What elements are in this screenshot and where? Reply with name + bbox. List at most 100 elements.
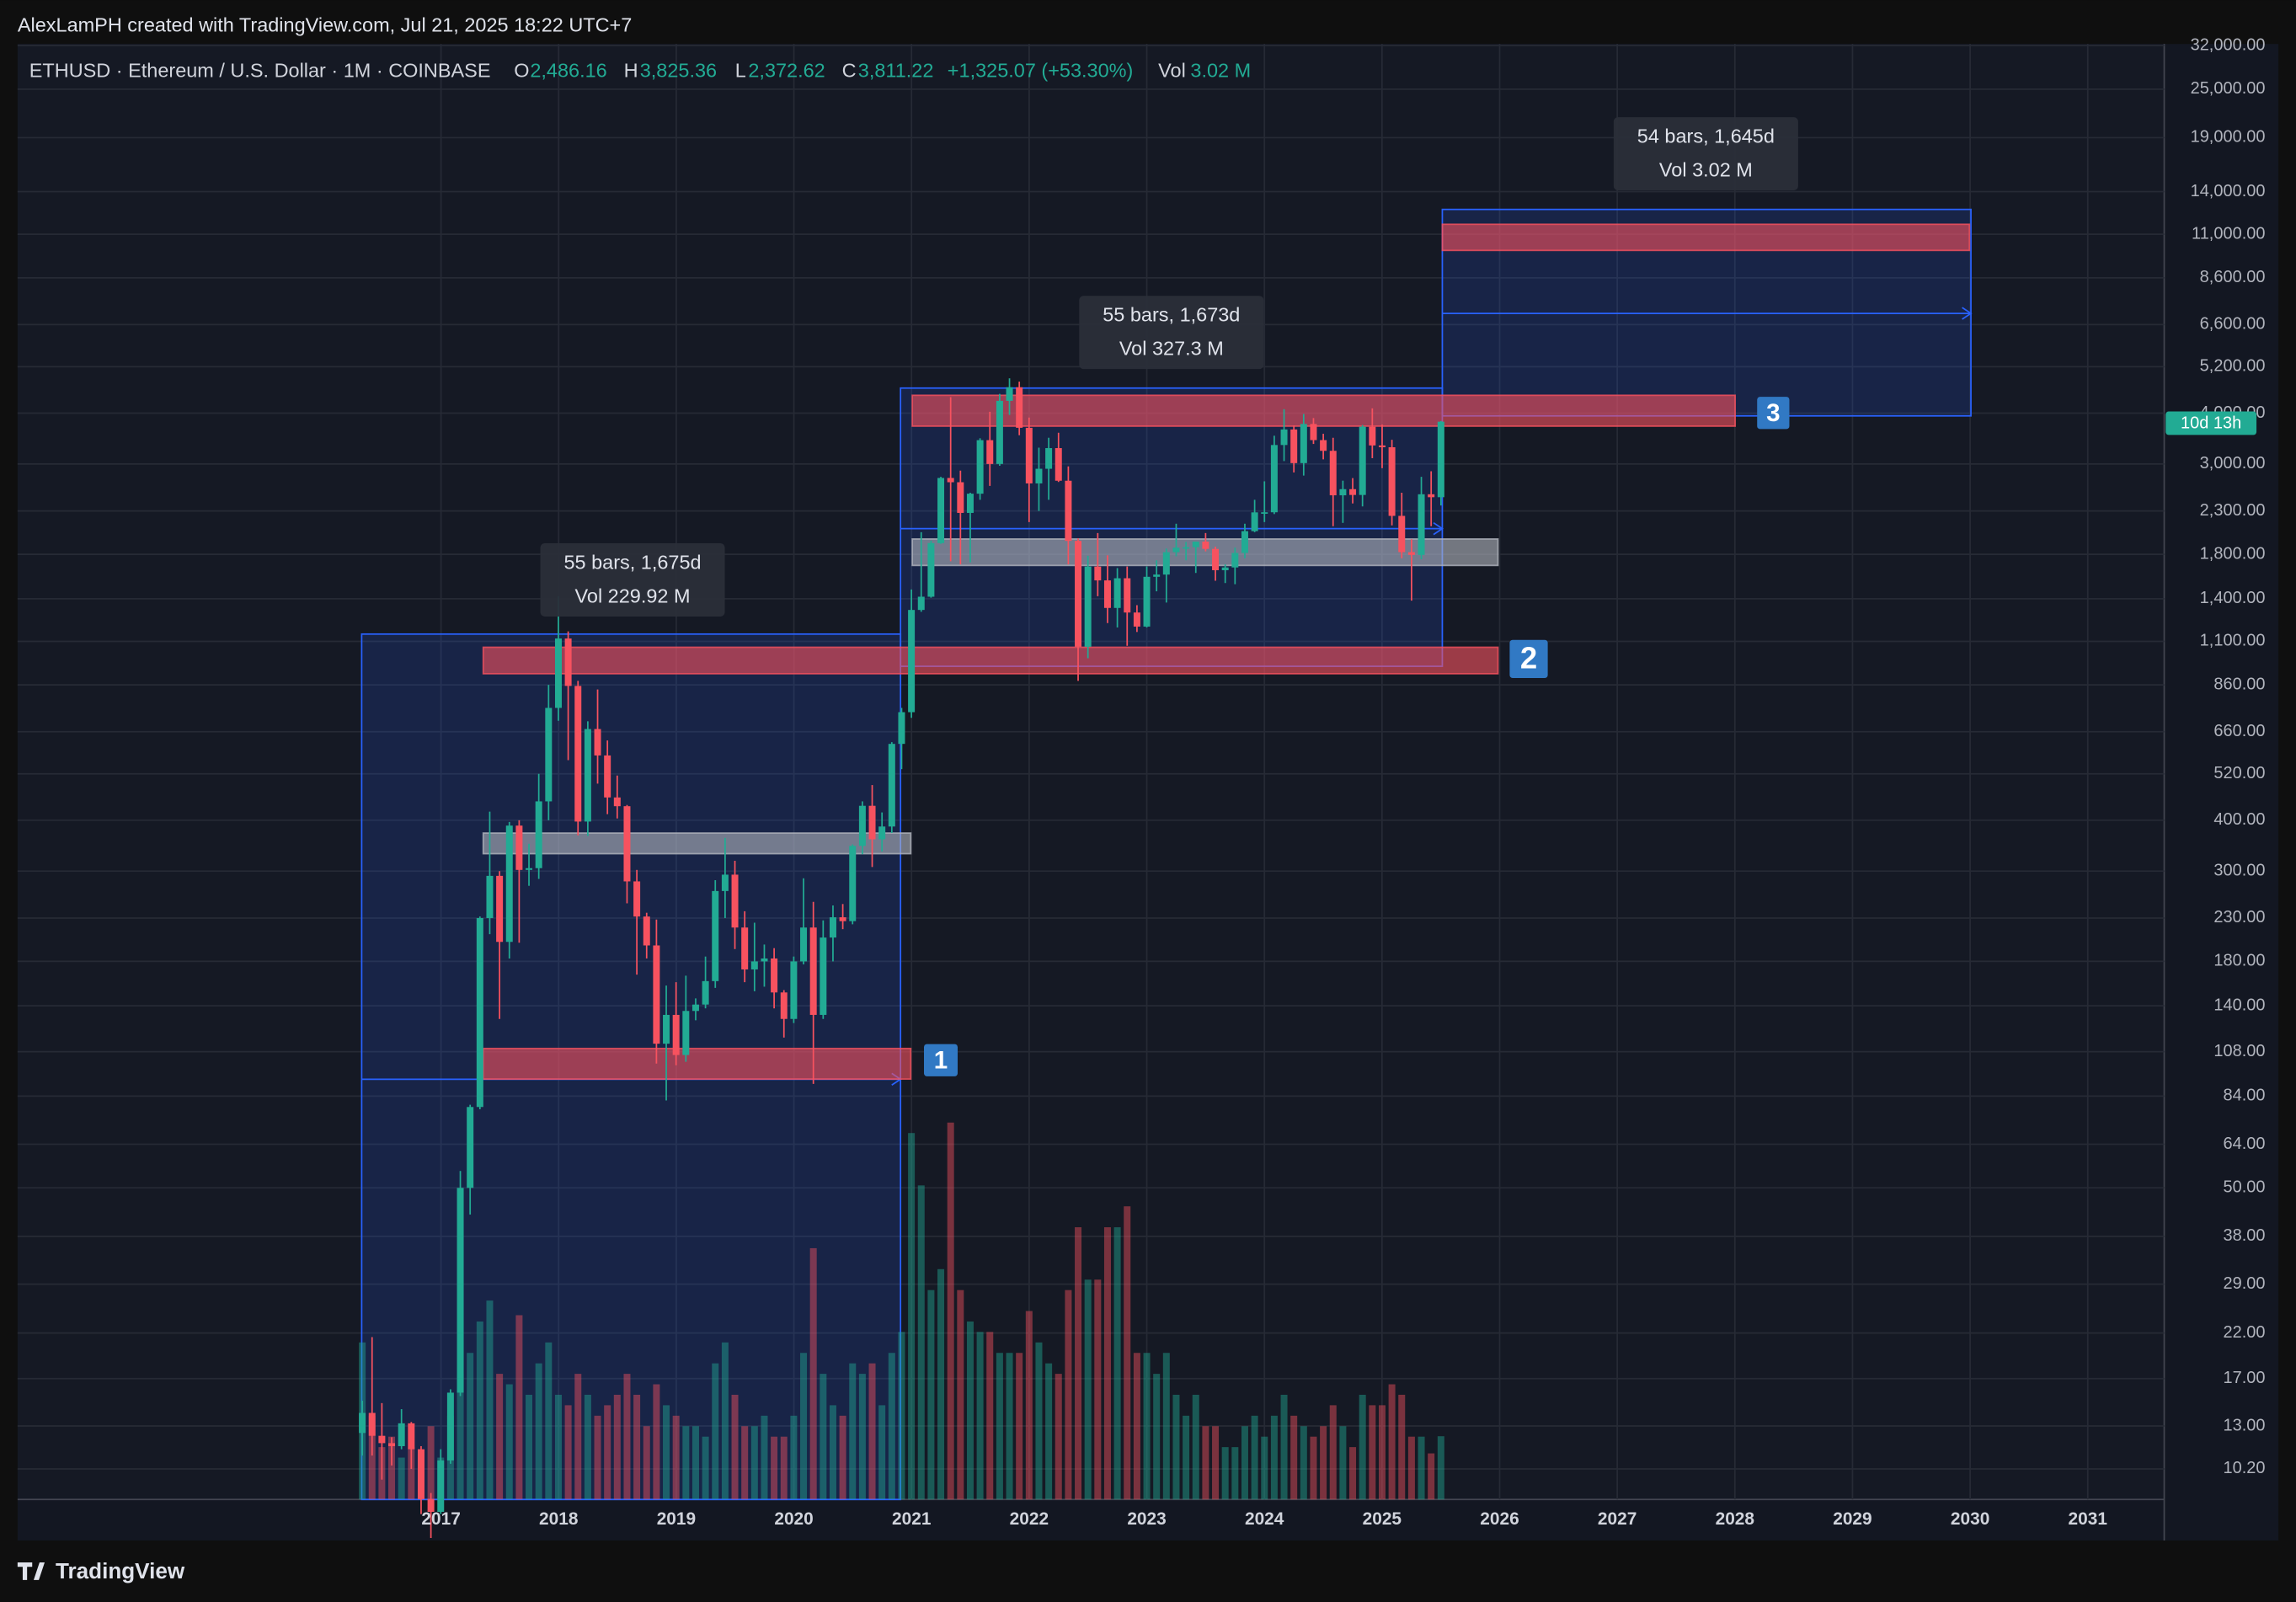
candle-body: [446, 1392, 454, 1460]
candle-body: [1143, 576, 1151, 627]
y-tick-label: 29.00: [2223, 1274, 2265, 1293]
x-tick-label: 2022: [1010, 1509, 1049, 1529]
volume-bar: [1369, 1405, 1376, 1500]
candle-body: [1094, 566, 1102, 581]
volume-bar: [427, 1426, 435, 1500]
candle-body: [417, 1449, 424, 1499]
candle-body: [1035, 468, 1043, 483]
x-tick-label: 2024: [1245, 1509, 1284, 1529]
volume-bar: [1359, 1394, 1366, 1500]
legend-value: 2,486.16: [530, 59, 606, 81]
volume-bar: [1388, 1384, 1396, 1500]
candle-body: [457, 1188, 464, 1393]
y-tick-label: 5,200.00: [2200, 357, 2266, 376]
volume-bar: [996, 1353, 1003, 1500]
candle-body: [780, 992, 788, 1019]
volume-bar: [496, 1374, 504, 1500]
volume-bar: [1428, 1453, 1435, 1500]
candle-body: [1055, 448, 1062, 481]
measure-label-box: [540, 543, 725, 617]
volume-bar: [820, 1374, 827, 1500]
candle-body: [1045, 448, 1053, 469]
legend-label: L: [735, 59, 746, 81]
measure-volume: Vol 327.3 M: [1119, 338, 1224, 360]
volume-bar: [957, 1290, 964, 1500]
candle-body: [839, 917, 846, 921]
x-tick-label: 2027: [1598, 1509, 1637, 1529]
candle-body: [917, 596, 925, 611]
candle-body: [731, 874, 739, 928]
volume-bar: [457, 1374, 464, 1500]
volume-bar: [643, 1426, 650, 1500]
volume-bar: [1212, 1426, 1220, 1500]
volume-bar: [476, 1321, 483, 1500]
marker-badge: [924, 1044, 958, 1076]
candle-body: [868, 805, 876, 840]
volume-bar: [771, 1436, 778, 1500]
candle-body: [1388, 447, 1396, 516]
marker-number: 2: [1520, 641, 1537, 676]
volume-bar: [1192, 1394, 1199, 1500]
volume-bar: [750, 1426, 758, 1500]
price-axis: [2164, 44, 2279, 1541]
volume-bar: [898, 1332, 905, 1500]
volume-bar: [1124, 1206, 1131, 1500]
candle-body: [653, 945, 660, 1044]
y-tick-label: 1,100.00: [2200, 632, 2266, 650]
candle-body: [1437, 421, 1444, 498]
candle-body: [1280, 429, 1288, 446]
legend-change: +1,325.07 (+53.30%): [948, 59, 1134, 81]
y-tick-label: 50.00: [2223, 1178, 2265, 1197]
volume-bar: [1202, 1426, 1209, 1500]
volume-bar: [1035, 1342, 1043, 1500]
candle-body: [1231, 553, 1239, 568]
y-tick-label: 64.00: [2223, 1135, 2265, 1153]
y-tick-label: 25,000.00: [2191, 79, 2266, 98]
candle-body: [1153, 574, 1161, 577]
volume-bar: [398, 1457, 405, 1500]
volume-bar: [486, 1300, 494, 1500]
volume-bar: [594, 1415, 601, 1500]
volume-bar: [1075, 1227, 1082, 1500]
candle-body: [1212, 548, 1220, 571]
candle-body: [888, 744, 895, 827]
volume-bar: [564, 1405, 572, 1500]
x-tick-label: 2030: [1951, 1509, 1989, 1529]
measure-bars: 55 bars, 1,675d: [563, 552, 701, 574]
candle-body: [957, 482, 964, 513]
candle-body: [1172, 547, 1180, 553]
volume-bar: [1261, 1436, 1268, 1500]
candle-body: [623, 806, 631, 882]
volume-bar: [731, 1394, 739, 1500]
candle-body: [1103, 580, 1111, 608]
measure-volume: Vol 3.02 M: [1659, 159, 1753, 181]
volume-bar: [839, 1415, 846, 1500]
candle-body: [594, 729, 601, 756]
candle-body: [1025, 427, 1033, 483]
candle-body: [633, 881, 641, 917]
candle-body: [643, 916, 650, 946]
candle-body: [388, 1443, 396, 1446]
candle-body: [1133, 612, 1140, 627]
candle-body: [554, 638, 562, 708]
candle-body: [496, 875, 504, 943]
volume-bar: [691, 1426, 699, 1500]
candle-body: [1369, 426, 1376, 446]
y-tick-label: 22.00: [2223, 1323, 2265, 1342]
x-tick-label: 2029: [1833, 1509, 1872, 1529]
countdown-badge: [2165, 411, 2257, 435]
volume-bar: [1329, 1405, 1337, 1500]
candle-body: [1418, 494, 1425, 555]
volume-bar: [702, 1436, 709, 1500]
y-tick-label: 10.20: [2223, 1459, 2265, 1477]
candle-body: [829, 917, 836, 938]
candle-body: [878, 826, 886, 840]
volume-bar: [1133, 1353, 1140, 1500]
candle-body: [809, 927, 817, 1015]
volume-bar: [1084, 1279, 1092, 1500]
candle-body: [976, 440, 984, 494]
candle-body: [682, 1011, 690, 1055]
volume-bar: [966, 1321, 974, 1500]
x-tick-label: 2018: [539, 1509, 578, 1529]
